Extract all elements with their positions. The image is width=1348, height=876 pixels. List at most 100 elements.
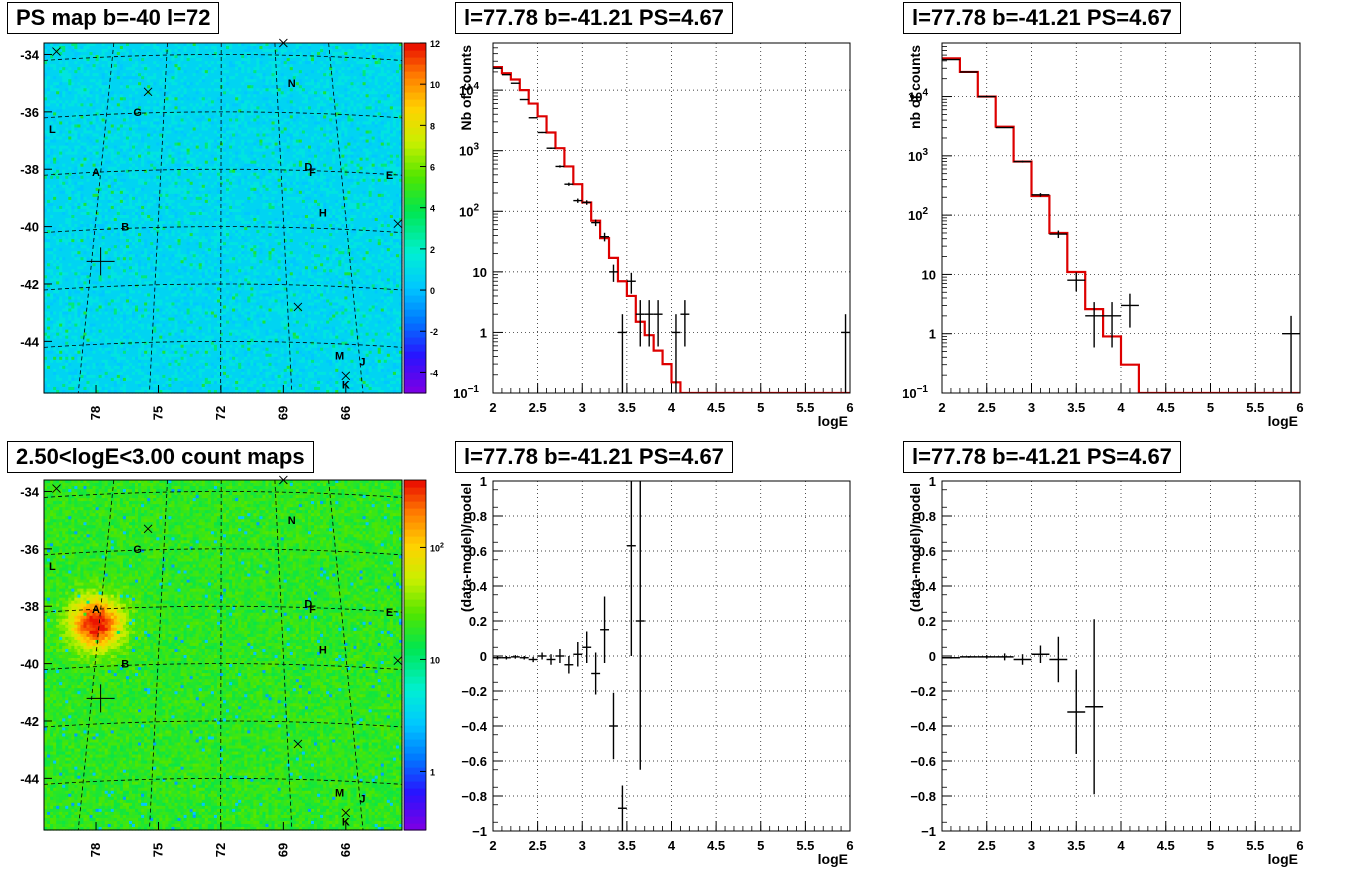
colorbar-cell bbox=[404, 127, 426, 135]
y-axis-label: nb of counts bbox=[907, 45, 923, 129]
colorbar-cell bbox=[404, 781, 426, 789]
residual-point bbox=[528, 656, 538, 663]
colorbar-cell bbox=[404, 508, 426, 516]
colorbar-cell bbox=[404, 267, 426, 275]
source-label-M: M bbox=[335, 351, 344, 363]
colorbar-cell bbox=[404, 522, 426, 530]
y-tick-label: 102 bbox=[908, 206, 928, 223]
x-axis-label: logE bbox=[818, 413, 848, 429]
data-point bbox=[644, 300, 654, 347]
x-tick-label: 2 bbox=[938, 400, 945, 415]
map-ytick-label: -34 bbox=[20, 47, 40, 62]
colorbar-cell bbox=[404, 599, 426, 607]
colorbar-tick-label: -4 bbox=[430, 368, 438, 378]
colorbar-cell bbox=[404, 176, 426, 184]
source-marker bbox=[293, 302, 303, 312]
y-tick-label: 0.8 bbox=[918, 509, 936, 524]
residual-point bbox=[519, 656, 529, 660]
source-marker bbox=[52, 47, 61, 56]
map-ytick-label: -38 bbox=[20, 162, 39, 177]
map-ytick-label: -38 bbox=[20, 599, 39, 614]
colorbar-cell bbox=[404, 592, 426, 600]
data-point bbox=[528, 117, 538, 119]
residual-point bbox=[977, 655, 996, 659]
data-point bbox=[1031, 193, 1050, 197]
data-point bbox=[546, 147, 556, 150]
colorbar-cell bbox=[404, 379, 426, 387]
colorbar-cell bbox=[404, 260, 426, 268]
model-histogram bbox=[942, 57, 1300, 393]
colorbar-cell bbox=[404, 676, 426, 684]
colorbar-cell bbox=[404, 316, 426, 324]
data-point bbox=[1067, 272, 1086, 292]
panel6-title: l=77.78 b=-41.21 PS=4.67 bbox=[903, 441, 1181, 473]
colorbar-cell bbox=[404, 634, 426, 642]
x-tick-label: 3 bbox=[579, 400, 586, 415]
data-point bbox=[653, 300, 663, 347]
x-tick-label: 5.5 bbox=[796, 400, 814, 415]
colorbar-cell bbox=[404, 50, 426, 58]
y-tick-label: −0.2 bbox=[461, 684, 487, 699]
source-label-D: D bbox=[304, 598, 312, 610]
colorbar-cell bbox=[404, 281, 426, 289]
y-tick-label: 103 bbox=[459, 142, 479, 159]
source-label-J: J bbox=[359, 793, 365, 805]
colorbar-cell bbox=[404, 225, 426, 233]
data-point bbox=[519, 98, 529, 101]
model-histogram bbox=[493, 66, 850, 393]
source-label-N: N bbox=[288, 78, 296, 90]
colorbar-cell bbox=[404, 669, 426, 677]
colorbar-cell bbox=[404, 571, 426, 579]
colorbar-cell bbox=[404, 162, 426, 170]
source-label-F: F bbox=[309, 604, 316, 616]
colorbar-cell bbox=[404, 120, 426, 128]
colorbar-cell bbox=[404, 767, 426, 775]
map-frame-3 bbox=[43, 479, 403, 831]
y-tick-label: 1 bbox=[480, 474, 487, 489]
colorbar-cell bbox=[404, 725, 426, 733]
colorbar-tick-label: 10 bbox=[430, 655, 440, 665]
source-marker bbox=[293, 739, 303, 749]
residual-point bbox=[617, 785, 627, 831]
y-tick-label: 0 bbox=[480, 649, 487, 664]
colorbar-frame bbox=[403, 479, 427, 831]
colorbar-cell bbox=[404, 57, 426, 65]
data-point bbox=[977, 95, 996, 98]
colorbar-cell bbox=[404, 148, 426, 156]
source-label-K: K bbox=[342, 379, 350, 391]
source-marker bbox=[393, 656, 403, 666]
residual-point bbox=[1085, 619, 1104, 795]
colorbar-cell bbox=[404, 802, 426, 810]
x-tick-label: 6 bbox=[1296, 838, 1303, 853]
colorbar-cell bbox=[404, 823, 426, 831]
map-frame-0 bbox=[43, 42, 403, 394]
data-points-group bbox=[493, 481, 645, 831]
y-tick-label: 0.4 bbox=[469, 579, 488, 594]
colorbar-cell bbox=[404, 760, 426, 768]
colorbar-cell bbox=[404, 141, 426, 149]
x-axis-label: logE bbox=[1268, 413, 1298, 429]
y-axis-label: (data-model)/model bbox=[458, 483, 474, 612]
source-label-L: L bbox=[49, 561, 56, 573]
residual-point bbox=[501, 656, 511, 660]
residual-point bbox=[1013, 654, 1032, 665]
residual-point bbox=[609, 692, 618, 760]
source-label-H: H bbox=[319, 644, 327, 656]
y-tick-label: 10 bbox=[473, 265, 487, 280]
data-point bbox=[995, 126, 1014, 129]
y-axis-label: Nb of counts bbox=[458, 45, 474, 131]
x-tick-label: 5 bbox=[1207, 400, 1214, 415]
data-point bbox=[573, 198, 583, 203]
data-point bbox=[537, 131, 547, 134]
data-point bbox=[626, 272, 636, 294]
colorbar-cell bbox=[404, 92, 426, 100]
colorbar-cell bbox=[404, 43, 426, 51]
map-xtick-label: 69 bbox=[275, 406, 290, 420]
colorbar-cell bbox=[404, 365, 426, 373]
colorbar-tick-label: 12 bbox=[430, 39, 440, 49]
colorbar-cell bbox=[404, 106, 426, 114]
colorbar-cell bbox=[404, 253, 426, 261]
data-point bbox=[1049, 230, 1068, 239]
colorbar-cell bbox=[404, 585, 426, 593]
source-marker bbox=[143, 524, 153, 534]
